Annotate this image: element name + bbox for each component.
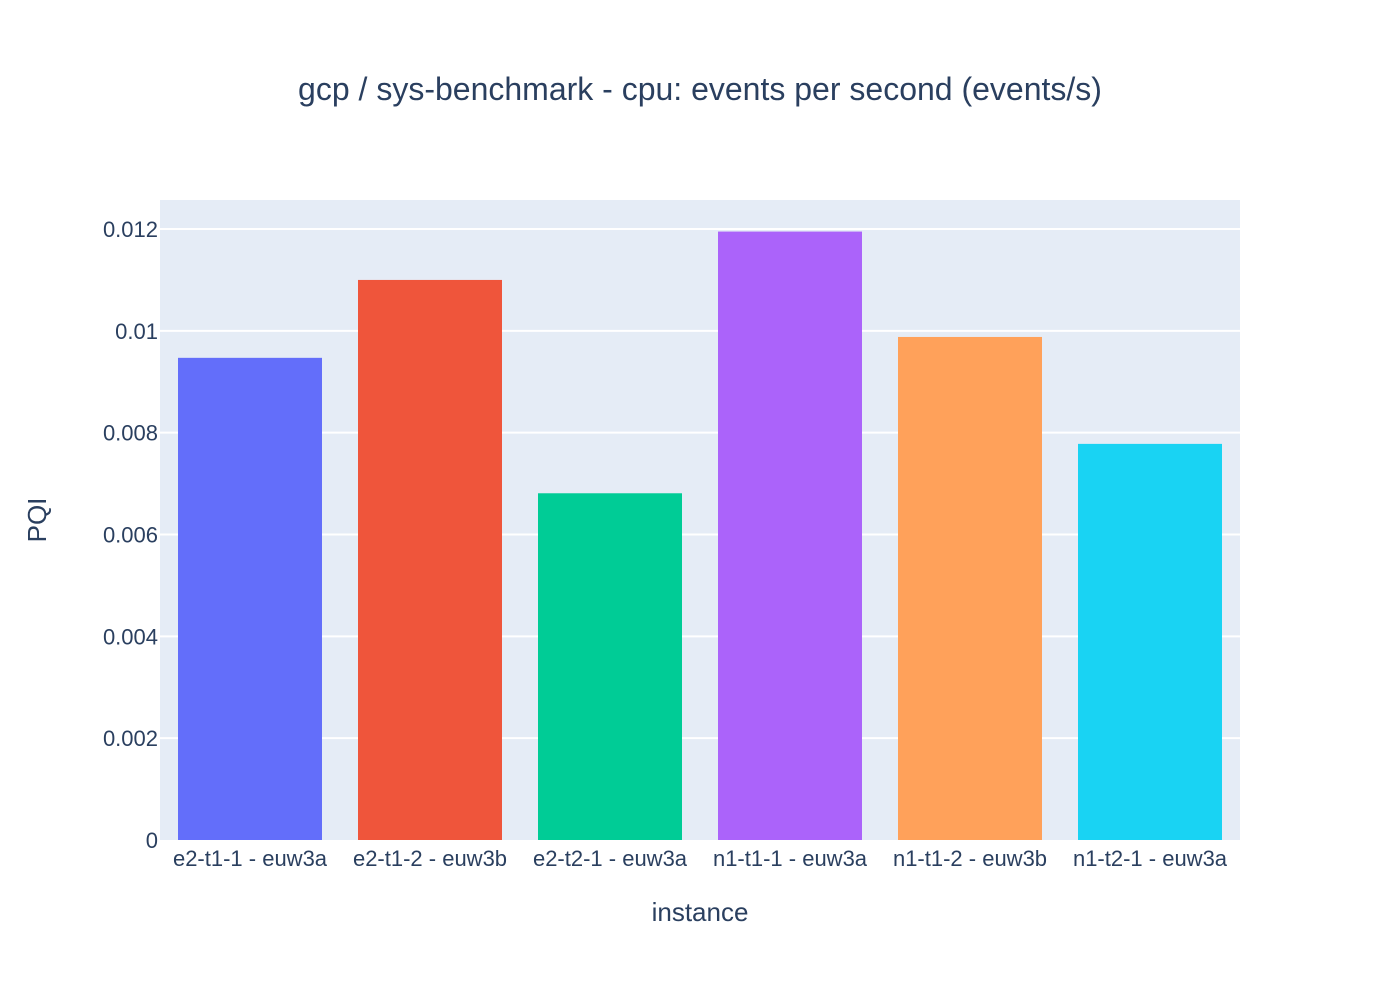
y-tick-label: 0.006 (103, 523, 158, 548)
x-tick-label: n1-t1-2 - euw3b (893, 846, 1047, 871)
y-tick-label: 0 (146, 828, 158, 853)
bar-e2-t2-1-euw3a (538, 493, 682, 840)
x-tick-label: e2-t1-2 - euw3b (353, 846, 507, 871)
bar-n1-t1-2-euw3b (898, 336, 1042, 840)
chart-title: gcp / sys-benchmark - cpu: events per se… (298, 71, 1102, 107)
y-axis-title: PQI (22, 498, 52, 543)
bar-e2-t1-2-euw3b (358, 279, 502, 840)
y-tick-label: 0.01 (115, 319, 158, 344)
y-tick-label: 0.004 (103, 624, 158, 649)
y-tick-label: 0.002 (103, 726, 158, 751)
x-tick-label: n1-t1-1 - euw3a (713, 846, 868, 871)
bar-e2-t1-1-euw3a (178, 357, 322, 840)
gridlines (160, 228, 1240, 740)
y-tick-label: 0.012 (103, 217, 158, 242)
bars (178, 231, 1222, 840)
bar-n1-t1-1-euw3a (718, 231, 862, 840)
x-axis-title: instance (652, 897, 749, 927)
x-tick-label: e2-t2-1 - euw3a (533, 846, 688, 871)
y-axis-ticks: 0 0.002 0.004 0.006 0.008 0.01 0.012 (103, 217, 158, 853)
x-axis-ticks: e2-t1-1 - euw3a e2-t1-2 - euw3b e2-t2-1 - … (173, 846, 1228, 871)
x-tick-label: e2-t1-1 - euw3a (173, 846, 328, 871)
plot-area (160, 200, 1240, 840)
x-tick-label: n1-t2-1 - euw3a (1073, 846, 1228, 871)
bar-n1-t2-1-euw3a (1078, 443, 1222, 840)
y-tick-label: 0.008 (103, 421, 158, 446)
